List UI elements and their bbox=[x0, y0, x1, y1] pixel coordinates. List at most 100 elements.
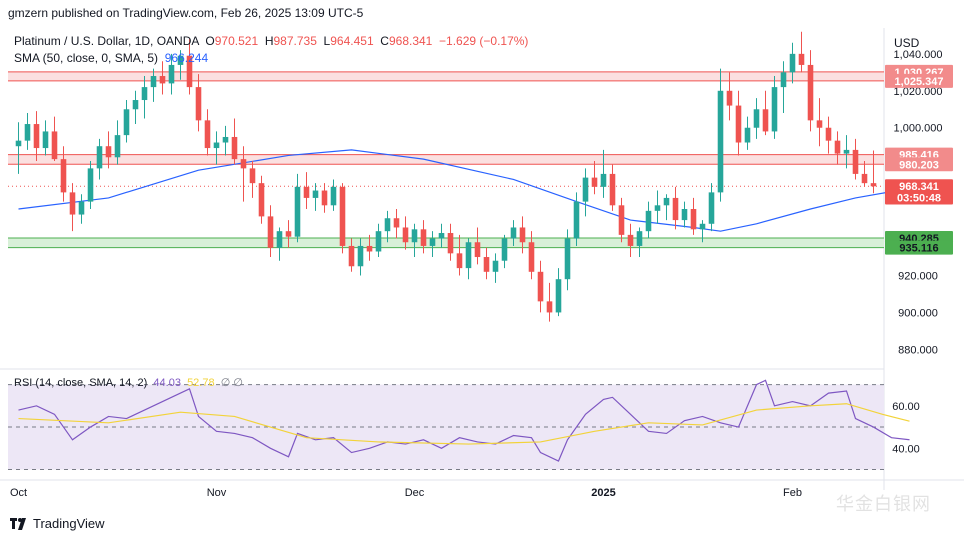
rsi-sma-value: 52.78 bbox=[187, 377, 215, 389]
resistance-zone bbox=[8, 154, 884, 165]
price-tick-label: 1,000.000 bbox=[894, 123, 943, 135]
candle-body bbox=[816, 120, 823, 128]
time-axis-label: Oct bbox=[10, 487, 27, 499]
candle-body bbox=[114, 135, 121, 158]
candle-body bbox=[573, 201, 580, 239]
candle-body bbox=[843, 149, 850, 154]
price-tag-label: 1,025.347 bbox=[895, 76, 944, 88]
price-tick-label: 900.000 bbox=[898, 307, 938, 319]
candle-body bbox=[393, 218, 400, 228]
price-tag-label: 03:50:48 bbox=[897, 193, 941, 205]
sma-label: SMA (50, close, 0, SMA, 5) bbox=[14, 51, 159, 65]
candle-body bbox=[672, 197, 679, 221]
tradingview-footer[interactable]: TradingView bbox=[10, 516, 105, 531]
candle-body bbox=[708, 192, 715, 224]
candle-body bbox=[528, 242, 535, 272]
candle-body bbox=[420, 229, 427, 246]
rsi-value: 44.03 bbox=[153, 377, 181, 389]
candle-body bbox=[465, 242, 472, 269]
candle-body bbox=[123, 109, 130, 136]
symbol-title: Platinum / U.S. Dollar, 1D, OANDA bbox=[14, 34, 199, 48]
candle-body bbox=[870, 183, 877, 187]
price-tick-label: 1,020.000 bbox=[894, 86, 943, 98]
rsi-sma-line bbox=[18, 403, 910, 445]
symbol-legend: Platinum / U.S. Dollar, 1D, OANDA O970.5… bbox=[14, 34, 528, 48]
candle-body bbox=[663, 197, 670, 206]
high-label: H bbox=[264, 34, 274, 48]
candle-body bbox=[618, 205, 625, 235]
price-tag-label: 935.116 bbox=[899, 243, 938, 255]
sma-legend: SMA (50, close, 0, SMA, 5) 966.244 bbox=[14, 51, 208, 65]
candle-body bbox=[825, 127, 832, 141]
candle-body bbox=[276, 231, 283, 248]
candle-body bbox=[213, 142, 220, 149]
candle-body bbox=[150, 76, 157, 88]
candle-body bbox=[249, 168, 256, 184]
currency-button[interactable]: USD bbox=[894, 36, 920, 50]
candle-body bbox=[285, 231, 292, 237]
tradingview-brand: TradingView bbox=[33, 516, 105, 531]
candle-body bbox=[411, 229, 418, 243]
price-tick-label: 1,040.000 bbox=[894, 49, 943, 61]
candle-body bbox=[654, 205, 661, 211]
price-tick-label: 920.000 bbox=[898, 270, 938, 282]
rsi-tick-label: 40.00 bbox=[892, 443, 920, 455]
rsi-legend: RSI (14, close, SMA, 14, 2) 44.03 52.78 … bbox=[14, 376, 243, 389]
watermark-logo: 华金白银网 bbox=[836, 494, 931, 515]
price-tag bbox=[885, 179, 953, 194]
candle-body bbox=[771, 87, 778, 132]
candle-body bbox=[546, 301, 553, 313]
candle-body bbox=[186, 55, 193, 88]
rsi-line bbox=[18, 379, 910, 462]
price-tag bbox=[885, 190, 953, 205]
tradingview-logo-icon bbox=[10, 517, 26, 530]
sma-value: 966.244 bbox=[164, 51, 209, 65]
candle-body bbox=[429, 238, 436, 246]
candle-body bbox=[357, 245, 364, 267]
candle-body bbox=[789, 53, 796, 73]
rsi-label: RSI (14, close, SMA, 14, 2) bbox=[14, 377, 148, 389]
candle-body bbox=[861, 173, 868, 184]
candle-body bbox=[159, 76, 166, 84]
candle-body bbox=[501, 238, 508, 261]
candle-body bbox=[474, 242, 481, 258]
low-value: 964.451 bbox=[330, 34, 374, 48]
candle-body bbox=[762, 109, 769, 132]
change-value: −1.629 (−0.17%) bbox=[439, 34, 529, 48]
resistance-zone bbox=[8, 71, 884, 81]
candle-body bbox=[78, 201, 85, 215]
candle-body bbox=[15, 140, 22, 147]
candle-body bbox=[681, 209, 688, 221]
open-value: 970.521 bbox=[214, 34, 259, 48]
candle-body bbox=[384, 218, 391, 232]
candle-body bbox=[240, 159, 247, 169]
candle-body bbox=[294, 186, 301, 237]
candle-body bbox=[510, 227, 517, 239]
price-tag bbox=[885, 73, 953, 88]
candle-body bbox=[96, 146, 103, 169]
price-tag-label: 980.203 bbox=[899, 159, 939, 171]
price-tag bbox=[885, 157, 953, 172]
candle-body bbox=[492, 260, 499, 272]
candle-body bbox=[177, 55, 184, 65]
price-tick-label: 880.000 bbox=[898, 344, 938, 356]
open-label: O bbox=[205, 34, 215, 48]
low-label: L bbox=[323, 34, 331, 48]
candle-body bbox=[195, 87, 202, 121]
time-axis-label: Dec bbox=[405, 487, 425, 499]
candle-body bbox=[519, 227, 526, 243]
candle-body bbox=[132, 100, 139, 110]
candle-body bbox=[339, 186, 346, 246]
candle-body bbox=[87, 168, 94, 202]
publisher-line: gmzern published on TradingView.com, Feb… bbox=[8, 6, 364, 20]
candle-body bbox=[609, 173, 616, 206]
candle-body bbox=[258, 183, 265, 217]
candle-body bbox=[744, 127, 751, 143]
candle-body bbox=[303, 186, 310, 198]
candle-body bbox=[807, 64, 814, 121]
time-axis-label: 2025 bbox=[591, 487, 615, 499]
price-tag bbox=[885, 240, 953, 255]
candle-body bbox=[204, 120, 211, 149]
